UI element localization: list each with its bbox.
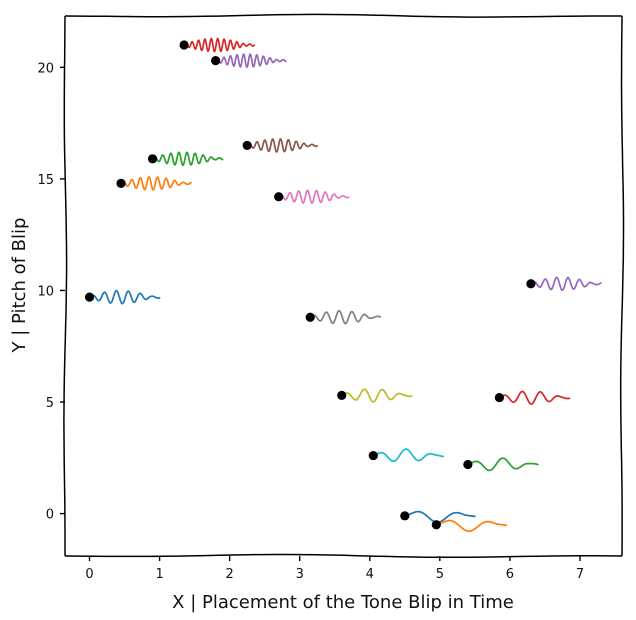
blip-waveform-13 [467, 457, 539, 472]
frame-left-edge [63, 15, 68, 556]
blip-onset-point-3 [147, 154, 158, 164]
frame-right-edge [619, 15, 625, 557]
blip-waveform-15 [530, 276, 602, 292]
blip-onset-point-15 [526, 279, 536, 289]
blip-onset-point-6 [242, 140, 252, 151]
blip-onset-point-11 [400, 511, 410, 521]
x-tick-label: 6 [506, 567, 514, 582]
blip-onset-point-7 [274, 192, 284, 202]
blip-waveform-7 [277, 189, 350, 205]
blip-onset-point-14 [494, 392, 504, 403]
blip-waveform-14 [498, 390, 571, 405]
blip-waveform-5 [214, 53, 287, 69]
blip-waveform-2 [120, 176, 192, 191]
blip-waveform-10 [372, 448, 445, 463]
frame-bottom-edge [64, 553, 623, 559]
blip-onset-point-9 [337, 390, 347, 400]
x-axis-title: X | Placement of the Tone Blip in Time [172, 592, 514, 613]
x-tick-label: 1 [155, 567, 163, 582]
x-tick-label: 3 [296, 567, 304, 582]
x-tick-label: 7 [576, 567, 584, 582]
blip-onset-point-13 [463, 459, 473, 470]
x-tick-label: 4 [366, 567, 374, 582]
axis-ticks: 0 1 2 3 4 5 6 7 0 5 10 15 20 [37, 61, 584, 582]
blip-waveform-6 [246, 138, 319, 153]
blip-onset-point-5 [211, 56, 221, 66]
plot-frame [63, 13, 625, 559]
blip-waveform-9 [340, 388, 413, 403]
x-tick-label: 5 [436, 567, 444, 582]
blip-waveform-1 [88, 289, 161, 305]
blip-waveform-11 [403, 510, 476, 524]
x-tick-label: 2 [226, 567, 234, 582]
blip-waveform-8 [309, 309, 382, 325]
blip-waveform-4 [183, 37, 256, 53]
y-tick-label: 10 [37, 284, 54, 299]
y-tick-label: 0 [46, 508, 54, 523]
y-tick-label: 5 [46, 396, 54, 411]
frame-top-edge [64, 13, 622, 18]
blip-layer [84, 37, 602, 533]
blip-onset-point-10 [368, 450, 378, 461]
x-tick-label: 0 [85, 567, 93, 582]
y-tick-label: 20 [37, 61, 54, 76]
blip-waveform-3 [151, 151, 224, 167]
y-axis-title: Y | Pitch of Blip [9, 218, 30, 354]
y-tick-label: 15 [37, 173, 54, 188]
blip-onset-point-8 [305, 312, 315, 322]
blip-onset-point-4 [179, 40, 189, 50]
blip-onset-point-1 [84, 292, 95, 302]
blip-onset-point-12 [431, 520, 441, 530]
blip-onset-point-2 [116, 178, 126, 188]
blip-waveform-12 [435, 519, 508, 533]
